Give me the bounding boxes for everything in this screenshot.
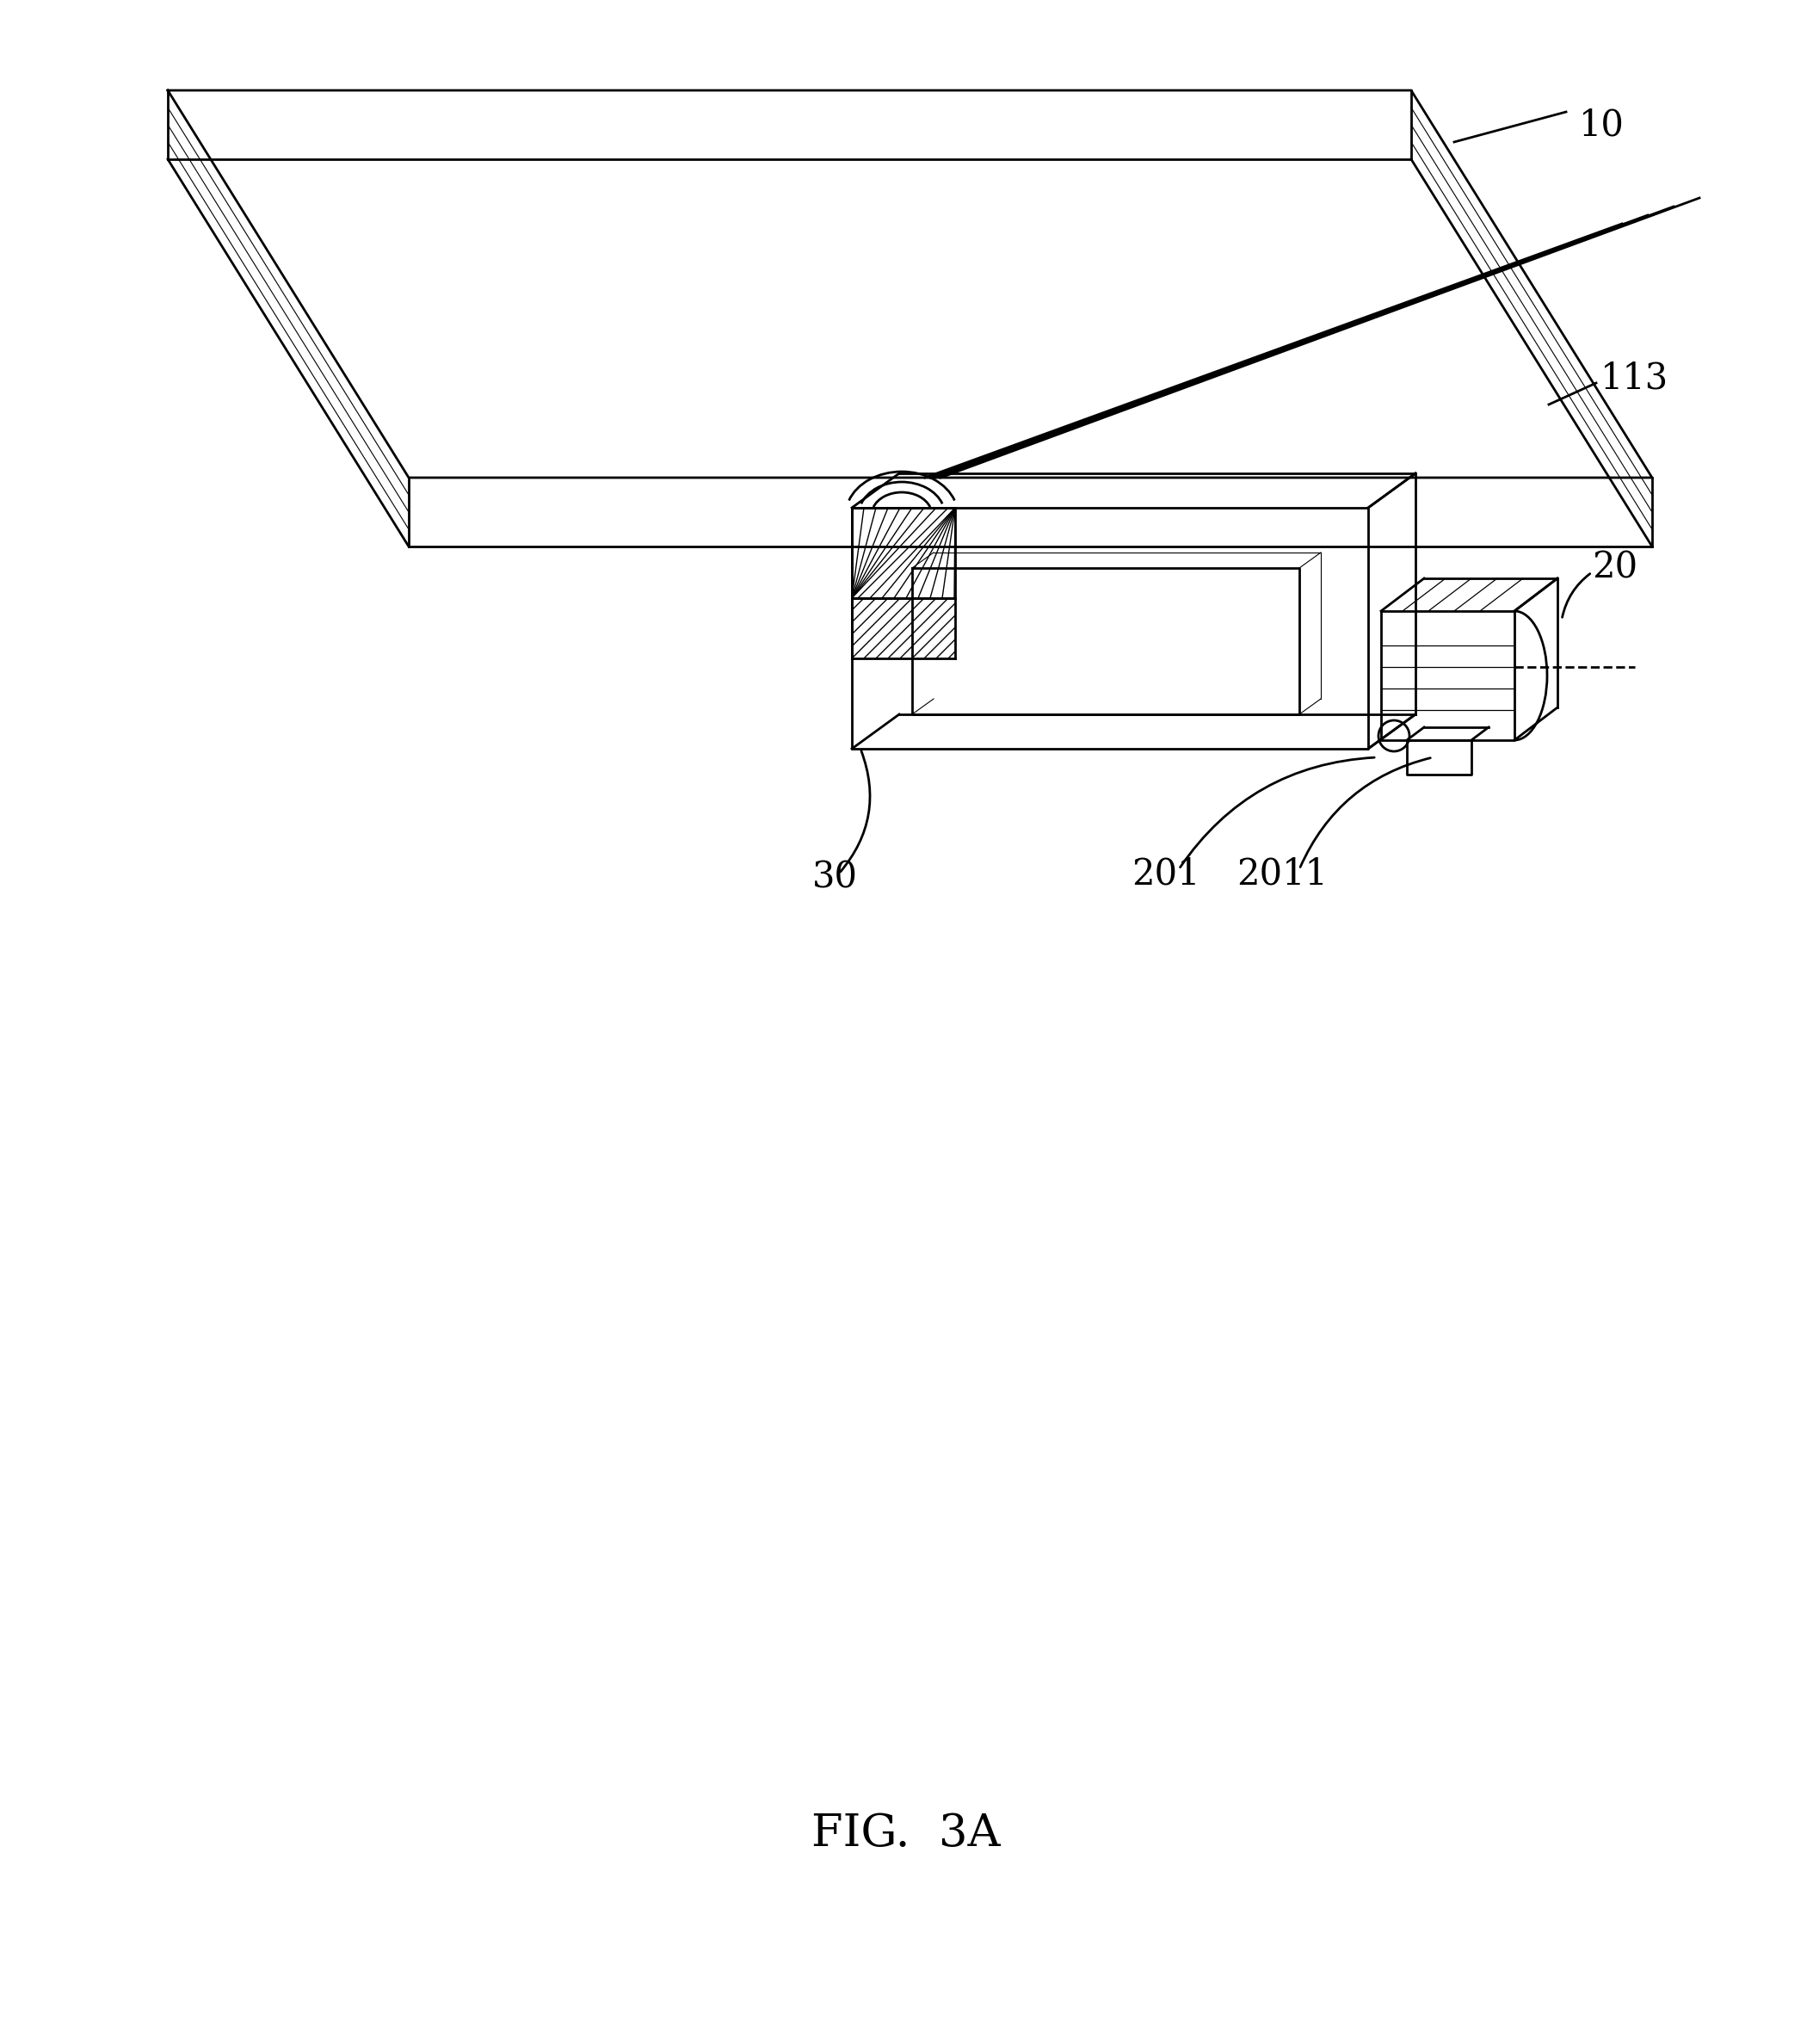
Text: 30: 30 xyxy=(812,861,858,895)
Text: 201: 201 xyxy=(1131,856,1200,891)
Text: 20: 20 xyxy=(1592,550,1637,587)
Text: FIG.  3A: FIG. 3A xyxy=(812,1811,1001,1856)
Text: 113: 113 xyxy=(1601,360,1668,397)
Text: 2011: 2011 xyxy=(1236,856,1327,891)
Text: 10: 10 xyxy=(1579,106,1624,143)
